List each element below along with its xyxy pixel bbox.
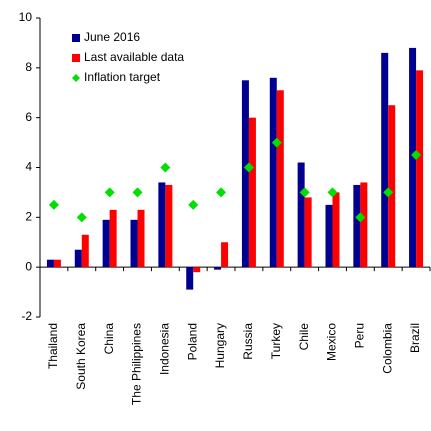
- bar: [137, 209, 145, 268]
- bar: [360, 182, 368, 268]
- target-marker: [271, 137, 282, 148]
- x-tick-label: Thailand: [46, 323, 60, 369]
- y-tick-label: -2: [21, 309, 32, 323]
- y-tick-label: 0: [25, 259, 32, 273]
- x-tick-label: Russia: [241, 323, 255, 360]
- x-tick-label: Colombia: [380, 323, 394, 374]
- legend-marker: [72, 74, 80, 82]
- legend-label: June 2016: [84, 30, 140, 44]
- x-tick-label: Brazil: [408, 323, 422, 353]
- target-marker: [411, 150, 422, 161]
- legend-swatch: [72, 34, 80, 42]
- bar: [388, 105, 396, 268]
- x-tick-label: Turkey: [269, 323, 283, 359]
- bar: [214, 267, 222, 270]
- x-tick-label: Indonesia: [158, 323, 172, 375]
- bar: [353, 184, 361, 268]
- x-tick-label: Poland: [185, 323, 199, 360]
- target-marker: [76, 212, 87, 223]
- y-tick-label: 10: [19, 10, 33, 24]
- x-tick-label: Chile: [297, 323, 311, 351]
- bar: [269, 77, 277, 268]
- bar: [53, 259, 61, 268]
- target-marker: [243, 162, 254, 173]
- x-tick-label: Hungary: [213, 323, 227, 368]
- bar: [332, 192, 340, 268]
- target-marker: [383, 187, 394, 198]
- bar: [158, 182, 166, 268]
- bar: [193, 267, 201, 273]
- bar: [186, 267, 194, 290]
- bar: [248, 117, 256, 268]
- y-tick-label: 4: [25, 160, 32, 174]
- bar: [325, 204, 333, 268]
- target-marker: [104, 187, 115, 198]
- bar: [381, 52, 389, 268]
- bar: [304, 197, 312, 268]
- target-marker: [188, 199, 199, 210]
- x-tick-label: Mexico: [325, 323, 339, 361]
- bar: [409, 47, 417, 268]
- legend-label: Last available data: [84, 50, 184, 64]
- bar: [241, 80, 249, 268]
- y-tick-label: 6: [25, 110, 32, 124]
- bar: [109, 209, 117, 268]
- target-marker: [48, 199, 59, 210]
- x-tick-label: Peru: [353, 323, 367, 348]
- x-tick-label: The Philippines: [130, 323, 144, 405]
- bar: [221, 242, 229, 268]
- bar: [130, 219, 138, 268]
- target-marker: [132, 187, 143, 198]
- target-marker: [355, 212, 366, 223]
- bar: [416, 70, 424, 268]
- legend-swatch: [72, 54, 80, 62]
- target-marker: [160, 162, 171, 173]
- legend-label: Inflation target: [84, 70, 161, 84]
- target-marker: [299, 187, 310, 198]
- bar: [74, 249, 82, 268]
- bar: [46, 259, 54, 268]
- bar: [276, 90, 284, 268]
- target-marker: [327, 187, 338, 198]
- bar: [102, 219, 110, 268]
- bar: [81, 234, 89, 268]
- bar: [297, 162, 305, 268]
- x-tick-label: China: [102, 323, 116, 355]
- y-tick-label: 2: [25, 210, 32, 224]
- x-tick-label: South Korea: [74, 323, 88, 390]
- y-tick-label: 8: [25, 60, 32, 74]
- bar: [165, 184, 173, 268]
- target-marker: [216, 187, 227, 198]
